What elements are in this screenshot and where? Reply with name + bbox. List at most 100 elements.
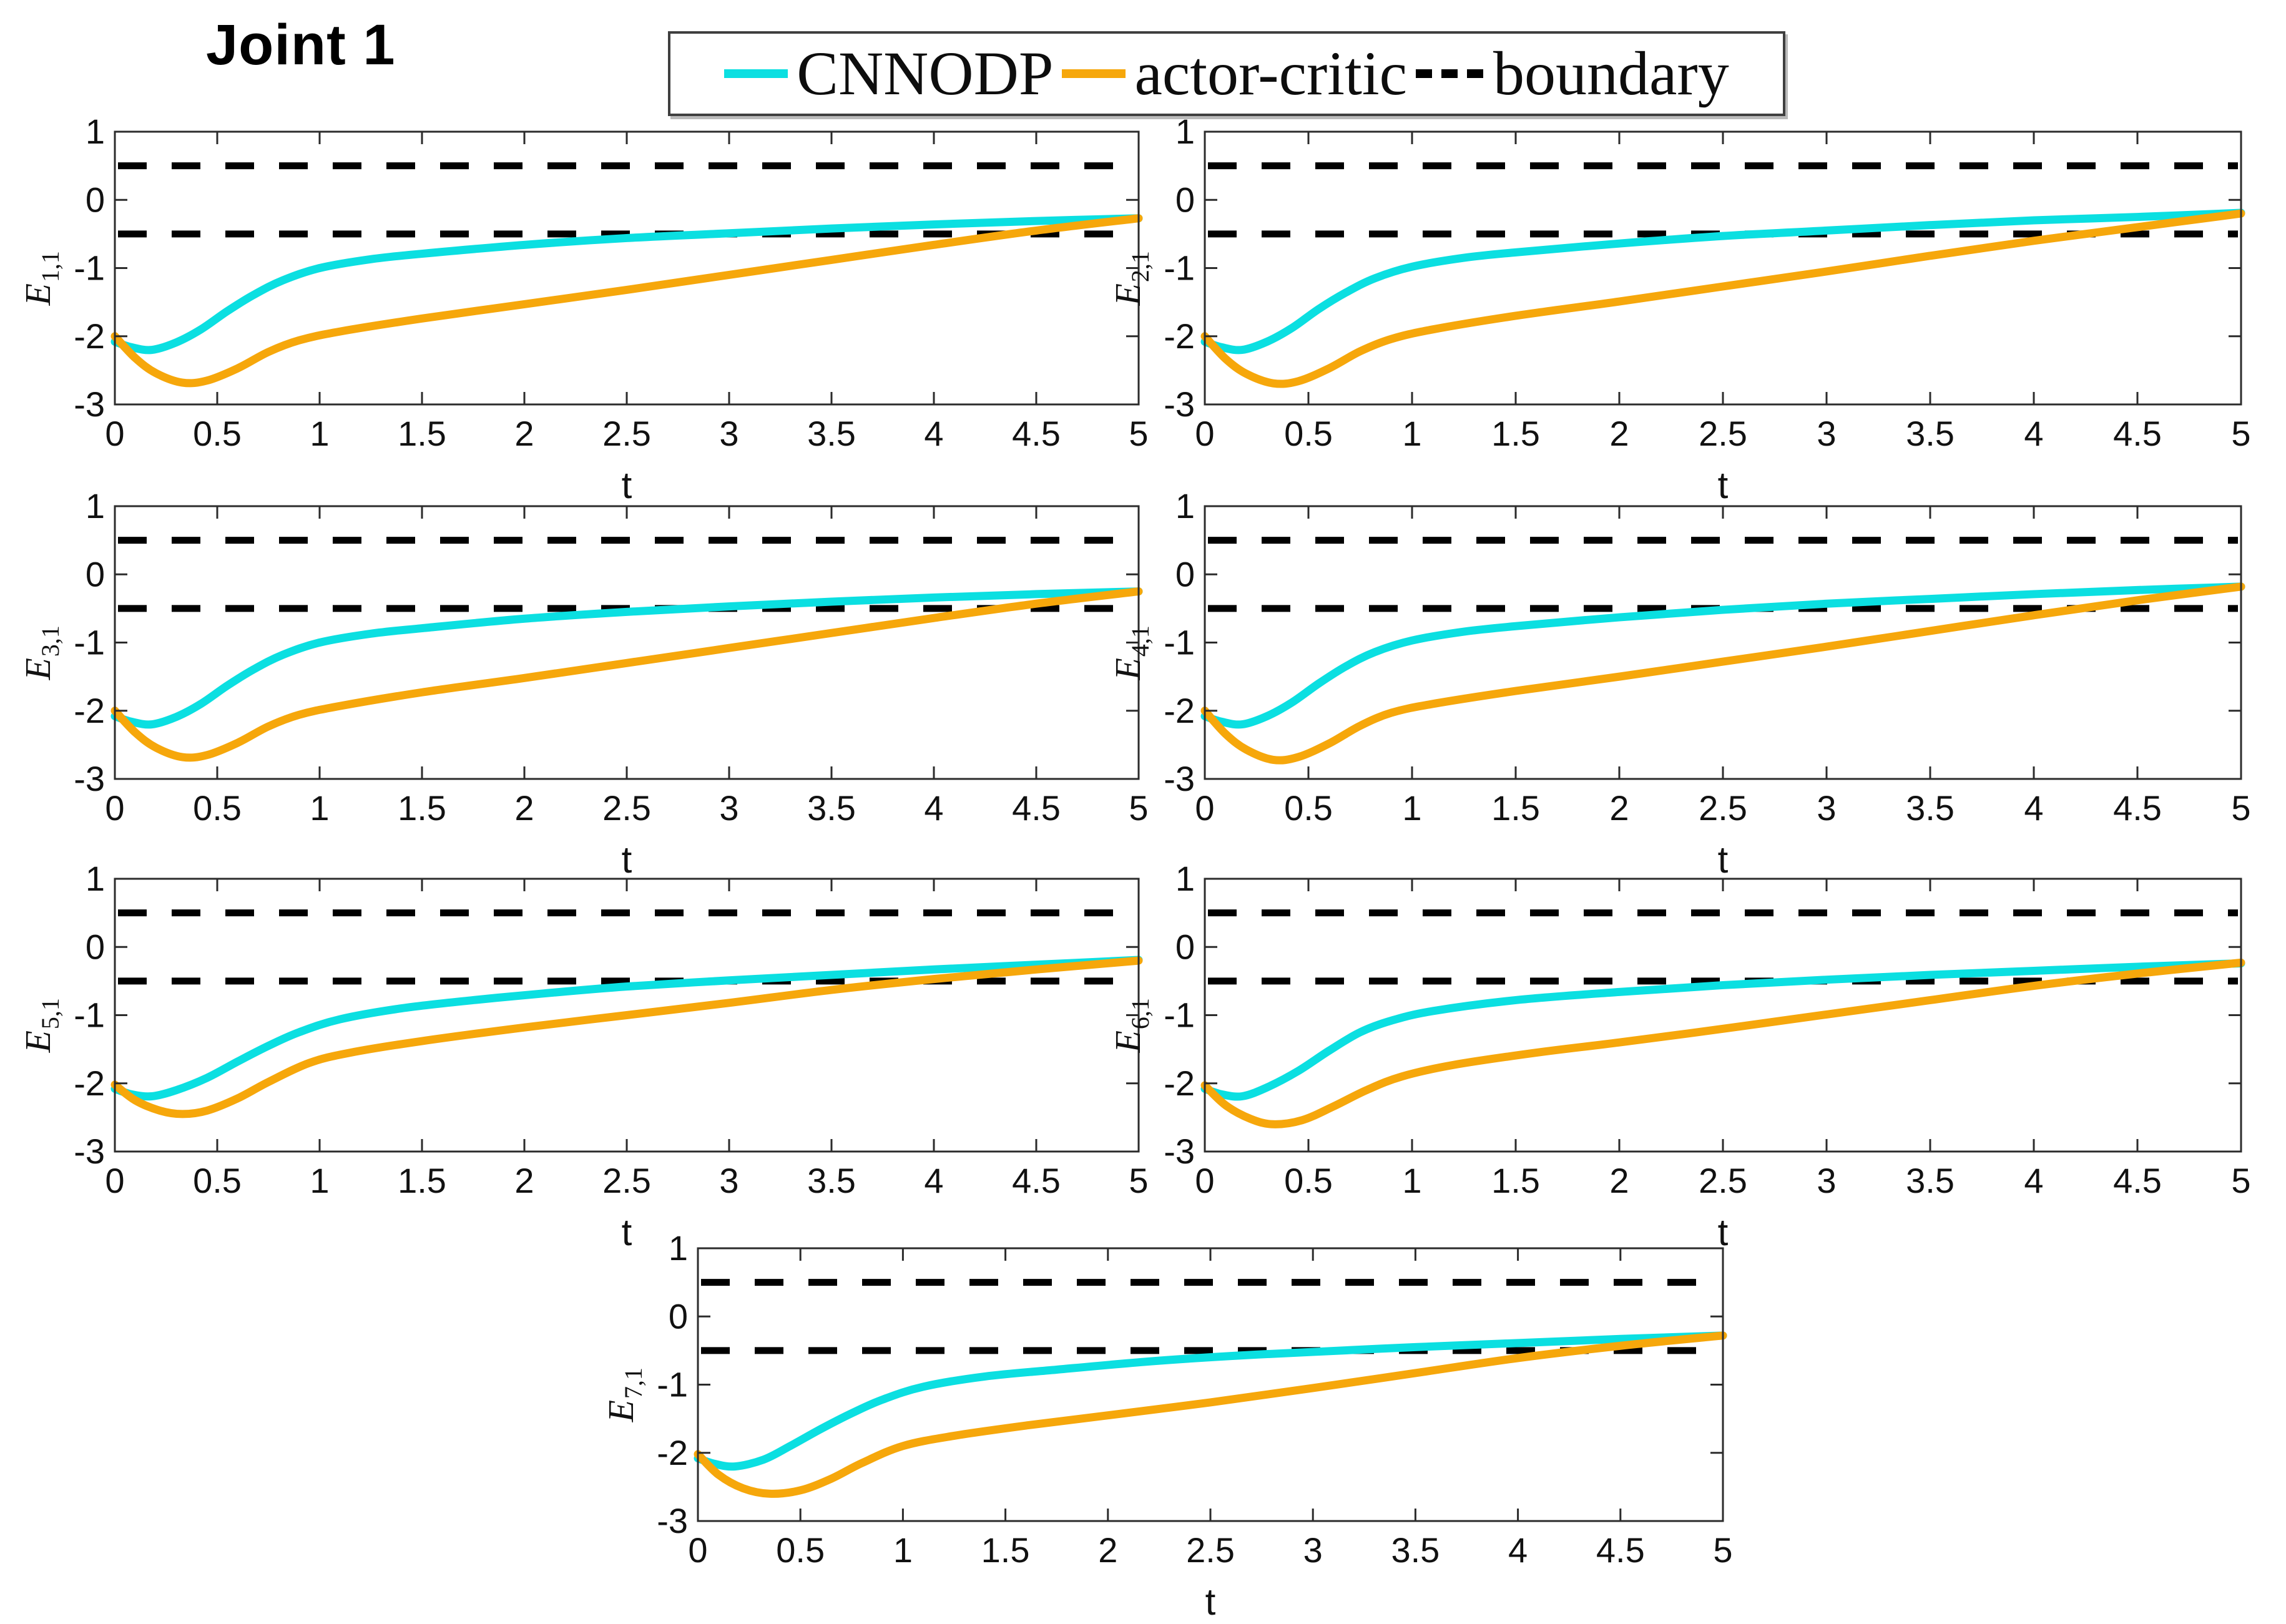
x-tick-label: 5: [1129, 788, 1148, 828]
x-tick-label: 2.5: [602, 1161, 651, 1200]
x-tick-label: 2: [514, 788, 534, 828]
x-tick-label: 2: [1609, 1161, 1629, 1200]
x-tick-label: 4: [2024, 1161, 2043, 1200]
x-tick-label: 0.5: [776, 1530, 825, 1570]
y-tick-label: -1: [1164, 623, 1195, 662]
y-tick-label: 0: [1175, 927, 1195, 966]
x-tick-label: 0.5: [193, 788, 242, 828]
x-tick-label: 2.5: [602, 788, 651, 828]
series-actor-critic: [1200, 582, 2245, 765]
x-axis-label: t: [1718, 1211, 1729, 1253]
x-axis-label: t: [622, 464, 632, 506]
x-tick-label: 1: [1402, 788, 1421, 828]
x-tick-label: 1: [310, 788, 329, 828]
x-tick-label: 4.5: [1012, 788, 1061, 828]
x-tick-label: 0.5: [1284, 414, 1333, 453]
x-tick-label: 4: [2024, 788, 2043, 828]
y-tick-label: 1: [669, 1228, 688, 1268]
axes-frame: [1204, 878, 2242, 1153]
series-cnnodp: [110, 214, 1143, 355]
x-tick-label: 0: [1195, 788, 1214, 828]
x-tick-label: 2: [1609, 414, 1629, 453]
x-axis-label: t: [1205, 1581, 1216, 1621]
x-tick-label: 2.5: [1699, 1161, 1747, 1200]
x-tick-label: 3: [1817, 414, 1836, 453]
x-tick-label: 2: [514, 1161, 534, 1200]
y-axis-label: E6,1: [1107, 998, 1154, 1053]
x-tick-label: 3: [1817, 788, 1836, 828]
x-tick-label: 1: [310, 414, 329, 453]
y-tick-label: 0: [86, 180, 105, 219]
x-axis-label: t: [622, 839, 632, 881]
legend-line-actor-critic-icon: [1062, 69, 1126, 78]
axes-frame: [114, 130, 1140, 406]
subplot-E7-1: 0 0.5 1 1.5 2 2.5 3 3.5 4 4.5 5 1 0 -1 -2 -3 t E7,1: [601, 1228, 1733, 1623]
y-axis-label: E2,1: [1107, 251, 1154, 306]
x-tick-label: 1.5: [1491, 1161, 1540, 1200]
x-tick-label: 2: [1098, 1530, 1117, 1570]
x-tick-label: 3.5: [1906, 1161, 1955, 1200]
x-tick-label: 3: [719, 414, 738, 453]
subplot-E2-1: 0 0.5 1 1.5 2 2.5 3 3.5 4 4.5 5 1 0 -1 -2 -3 t E2,1: [1107, 112, 2251, 506]
x-tick-label: 4.5: [1012, 414, 1061, 453]
x-axis-label: t: [1718, 839, 1729, 881]
y-tick-label: -1: [74, 623, 105, 662]
series-actor-critic: [110, 956, 1143, 1118]
x-tick-label: 1: [1402, 1161, 1421, 1200]
x-tick-label: 5: [1713, 1530, 1732, 1570]
y-axis-label: E3,1: [17, 625, 64, 680]
y-tick-label: -2: [74, 691, 105, 730]
x-tick-label: 0: [1195, 414, 1214, 453]
x-tick-label: 4.5: [2113, 414, 2162, 453]
x-tick-label: 3.5: [1906, 414, 1955, 453]
y-tick-label: -1: [657, 1365, 688, 1404]
y-tick-label: -3: [1164, 1132, 1195, 1171]
x-tick-label: 4.5: [2113, 1161, 2162, 1200]
y-tick-label: -3: [1164, 759, 1195, 798]
y-tick-label: -2: [1164, 1064, 1195, 1103]
legend-label-actor-critic: actor-critic: [1134, 39, 1408, 108]
x-tick-label: 2.5: [1699, 788, 1747, 828]
subplot-E6-1: 0 0.5 1 1.5 2 2.5 3 3.5 4 4.5 5 1 0 -1 -2 -3 t E6,1: [1107, 859, 2251, 1253]
x-tick-label: 4: [2024, 414, 2043, 453]
x-axis-label: t: [1718, 464, 1729, 506]
x-tick-label: 0.5: [193, 1161, 242, 1200]
x-tick-label: 4.5: [1012, 1161, 1061, 1200]
x-tick-label: 5: [2231, 414, 2250, 453]
y-axis-label: E1,1: [17, 251, 64, 306]
x-tick-label: 0: [1195, 1161, 1214, 1200]
x-tick-label: 4.5: [1596, 1530, 1645, 1570]
x-tick-label: 3.5: [807, 414, 856, 453]
legend-line-cnnodp-icon: [724, 69, 788, 78]
x-tick-label: 2: [1609, 788, 1629, 828]
axes-frame: [697, 1247, 1724, 1522]
axes-frame: [1204, 505, 2242, 780]
series-cnnodp: [1200, 208, 2245, 355]
x-tick-label: 3: [1303, 1530, 1323, 1570]
x-tick-label: 1.5: [1491, 788, 1540, 828]
x-tick-label: 1.5: [981, 1530, 1030, 1570]
x-tick-label: 1: [893, 1530, 913, 1570]
y-tick-label: -2: [657, 1433, 688, 1472]
y-tick-label: -3: [657, 1501, 688, 1540]
y-tick-label: 1: [86, 486, 105, 526]
y-tick-label: -1: [1164, 995, 1195, 1035]
y-tick-label: -1: [74, 248, 105, 288]
y-tick-label: -3: [74, 384, 105, 424]
x-tick-label: 4: [1508, 1530, 1528, 1570]
x-tick-label: 3.5: [807, 788, 856, 828]
y-tick-label: -2: [1164, 316, 1195, 356]
y-tick-label: 1: [86, 112, 105, 151]
series-actor-critic: [110, 587, 1143, 762]
series-cnnodp: [694, 1331, 1727, 1471]
x-tick-label: 0: [105, 414, 124, 453]
series-cnnodp: [110, 956, 1143, 1101]
x-tick-label: 1.5: [1491, 414, 1540, 453]
y-tick-label: -1: [1164, 248, 1195, 288]
legend-line-boundary-icon: [1416, 69, 1485, 78]
x-tick-label: 3.5: [807, 1161, 856, 1200]
y-tick-label: -2: [74, 1064, 105, 1103]
y-tick-label: 1: [86, 859, 105, 898]
figure-title: Joint 1: [206, 13, 396, 77]
